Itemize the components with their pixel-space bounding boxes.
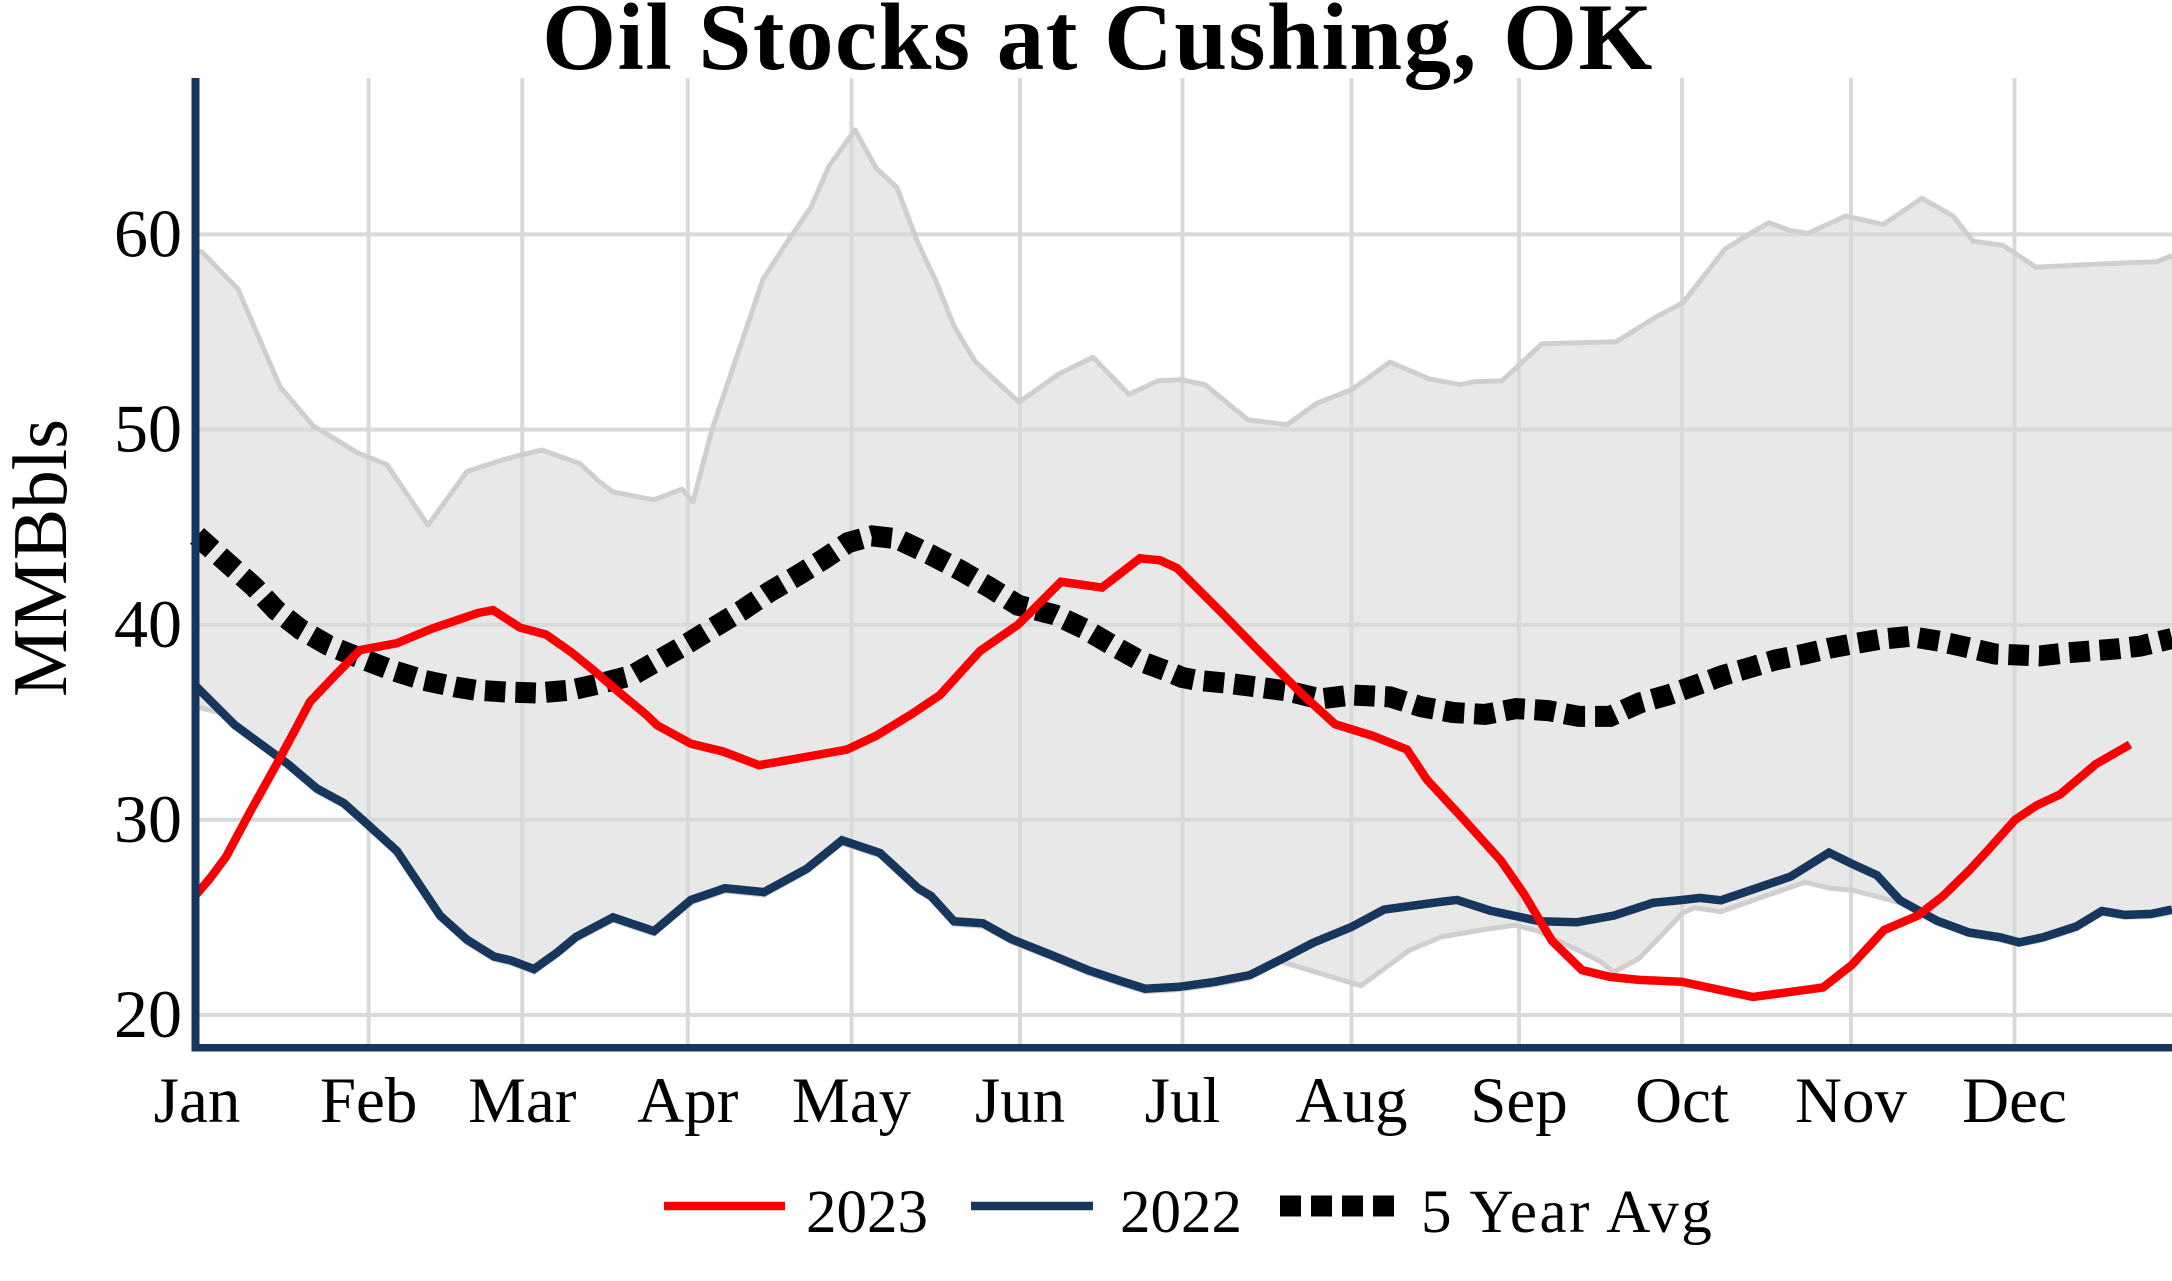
svg-text:Jan: Jan [154, 1065, 241, 1137]
svg-text:Oct: Oct [1635, 1065, 1729, 1137]
svg-text:Sep: Sep [1470, 1065, 1568, 1137]
svg-text:Aug: Aug [1296, 1065, 1408, 1137]
svg-text:40: 40 [114, 586, 182, 662]
svg-text:5 Year Avg: 5 Year Avg [1421, 1179, 1714, 1246]
svg-text:Dec: Dec [1962, 1065, 2067, 1137]
svg-text:2023: 2023 [806, 1179, 928, 1246]
svg-text:Jul: Jul [1145, 1065, 1221, 1137]
svg-text:Feb: Feb [320, 1065, 418, 1137]
svg-text:30: 30 [114, 781, 182, 857]
svg-text:Oil Stocks at Cushing, OK: Oil Stocks at Cushing, OK [542, 0, 1654, 90]
svg-text:Apr: Apr [637, 1065, 738, 1137]
svg-text:60: 60 [114, 195, 182, 271]
svg-text:50: 50 [114, 391, 182, 467]
svg-text:20: 20 [114, 976, 182, 1052]
svg-text:May: May [792, 1065, 912, 1137]
svg-text:Jun: Jun [975, 1065, 1065, 1137]
svg-text:Mar: Mar [468, 1065, 577, 1137]
svg-text:MMBbls: MMBbls [0, 419, 83, 697]
svg-text:2022: 2022 [1120, 1179, 1242, 1246]
svg-text:Nov: Nov [1795, 1065, 1907, 1137]
